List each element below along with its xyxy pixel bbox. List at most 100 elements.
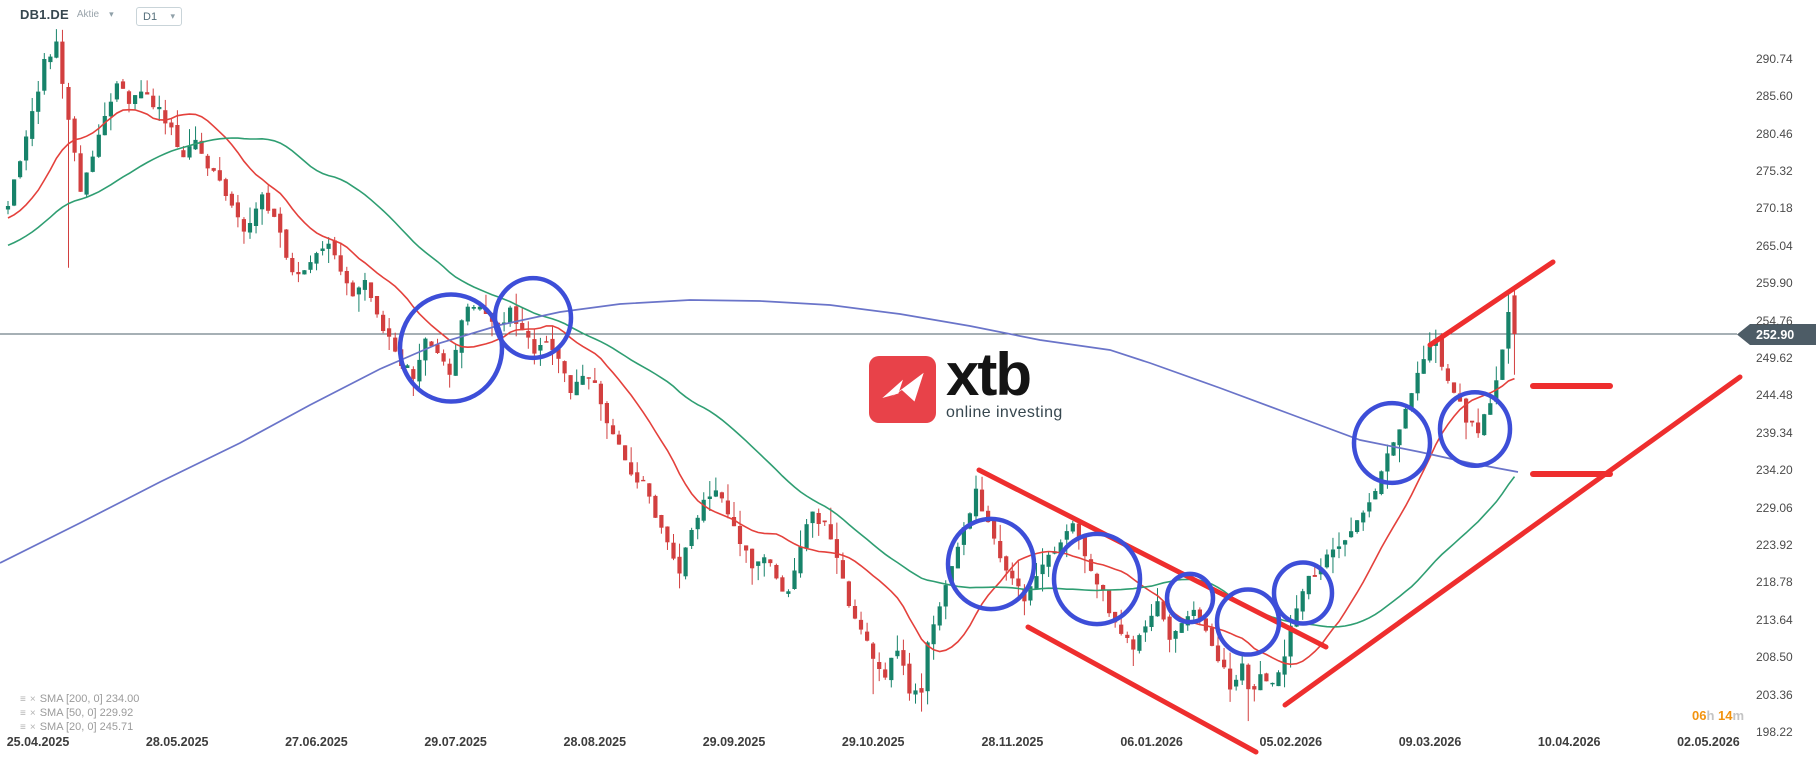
candle-body <box>211 168 216 171</box>
candlestick-series <box>5 29 1517 722</box>
timeframe-dropdown[interactable]: D1 ▾ <box>136 7 182 26</box>
candle-body <box>1004 556 1009 571</box>
price-badge-shape <box>1737 324 1816 345</box>
candle-body <box>284 229 289 258</box>
candle-body <box>1464 398 1469 423</box>
sma-200-line[interactable] <box>0 299 1519 564</box>
candle-body <box>114 83 119 100</box>
candle-body <box>598 383 603 405</box>
drawing-annotations[interactable] <box>397 259 1743 755</box>
candle-body <box>1385 453 1390 472</box>
candle-body <box>157 107 162 110</box>
candle-body <box>435 344 440 353</box>
candle-body <box>1131 639 1136 650</box>
candle-body <box>24 136 29 161</box>
candle-body <box>1282 656 1287 675</box>
candle-body <box>1403 408 1408 429</box>
annotation-circle[interactable] <box>1271 560 1335 626</box>
candle-body <box>1215 645 1221 662</box>
candle-body <box>1209 627 1215 646</box>
indicator-remove-icon[interactable]: × <box>29 721 36 733</box>
candle-body <box>1421 359 1426 374</box>
indicator-settings-icon[interactable]: ≡ <box>20 693 26 705</box>
annotation-circle[interactable] <box>1164 571 1216 625</box>
candle-body <box>713 490 718 497</box>
annotation-circle[interactable] <box>1351 400 1433 486</box>
trend-line[interactable] <box>1025 624 1259 755</box>
date-tick-label: 10.04.2026 <box>1537 735 1601 749</box>
candle-body <box>1312 575 1317 577</box>
candle-body <box>629 462 634 475</box>
symbol-chevron-down-icon[interactable]: ▾ <box>109 9 114 19</box>
price-tick-label: 239.34 <box>1756 425 1793 440</box>
candle-body <box>635 472 640 483</box>
candle-body <box>1228 668 1233 690</box>
candle-body <box>1300 591 1305 612</box>
candle-body <box>641 479 646 482</box>
candle-body <box>979 489 985 512</box>
price-tick-label: 249.62 <box>1756 350 1793 365</box>
candle-body <box>550 338 555 351</box>
annotation-circle[interactable] <box>945 516 1037 612</box>
symbol-header[interactable]: DB1.DE Aktie ▾ <box>20 7 114 22</box>
candle-body <box>665 526 670 543</box>
annotation-circle[interactable] <box>397 292 505 404</box>
indicator-remove-icon[interactable]: × <box>29 707 36 719</box>
trend-line[interactable] <box>1427 259 1556 348</box>
candle-body <box>108 101 113 117</box>
timer-minutes-unit: m <box>1732 708 1745 723</box>
candle-body <box>1288 625 1293 657</box>
candle-body <box>659 515 664 528</box>
candle-body <box>1203 618 1208 631</box>
candle-body <box>1343 540 1348 545</box>
indicator-settings-icon[interactable]: ≡ <box>20 707 26 719</box>
indicator-settings-icon[interactable]: ≡ <box>20 721 26 733</box>
candle-body <box>1191 609 1196 616</box>
candle-body <box>508 307 513 324</box>
annotation-circle[interactable] <box>1214 587 1282 657</box>
annotation-circle[interactable] <box>492 275 574 361</box>
sma-50-line[interactable] <box>7 137 1516 628</box>
candle-body <box>1240 663 1245 681</box>
candle-body <box>381 314 386 331</box>
candle-body <box>592 380 597 383</box>
candle-body <box>1482 414 1487 436</box>
candle-body <box>931 624 936 645</box>
price-tick-label: 223.92 <box>1756 537 1793 552</box>
candle-body <box>925 642 930 692</box>
candle-body <box>792 570 797 589</box>
candle-body <box>247 223 253 233</box>
candle-body <box>707 496 712 499</box>
price-tick-label: 275.32 <box>1756 163 1793 178</box>
candle-body <box>362 280 367 290</box>
legend-label: SMA [20, 0] 245.71 <box>39 721 134 733</box>
annotation-circle[interactable] <box>1437 390 1513 468</box>
sma-20-line[interactable] <box>7 108 1515 666</box>
candle-body <box>858 619 864 630</box>
candle-body <box>937 606 942 626</box>
candle-body <box>1506 312 1511 349</box>
date-tick-label: 27.06.2025 <box>285 735 348 749</box>
legend-row-sma50: ≡ × SMA [50, 0] 229.92 <box>20 706 139 720</box>
symbol-name: DB1.DE <box>20 7 69 22</box>
trend-line[interactable] <box>976 467 1329 650</box>
candle-body <box>1113 611 1118 623</box>
candle-body <box>683 547 688 577</box>
candle-body <box>278 213 283 233</box>
trend-line[interactable] <box>1282 374 1743 708</box>
timeframe-chevron-down-icon[interactable]: ▾ <box>170 11 175 21</box>
indicator-legend: ≡ × SMA [200, 0] 234.00 ≡ × SMA [50, 0] … <box>20 692 139 734</box>
candle-body <box>374 296 380 315</box>
candle-body <box>737 526 743 544</box>
candle-body <box>332 240 337 256</box>
candle-body <box>320 248 325 251</box>
annotation-circle[interactable] <box>1051 531 1143 627</box>
price-tick-label: 280.46 <box>1756 126 1793 141</box>
candle-body <box>798 546 803 574</box>
indicator-remove-icon[interactable]: × <box>29 693 36 705</box>
candle-body <box>967 513 972 529</box>
candle-body <box>1034 576 1039 589</box>
candle-body <box>846 581 851 606</box>
